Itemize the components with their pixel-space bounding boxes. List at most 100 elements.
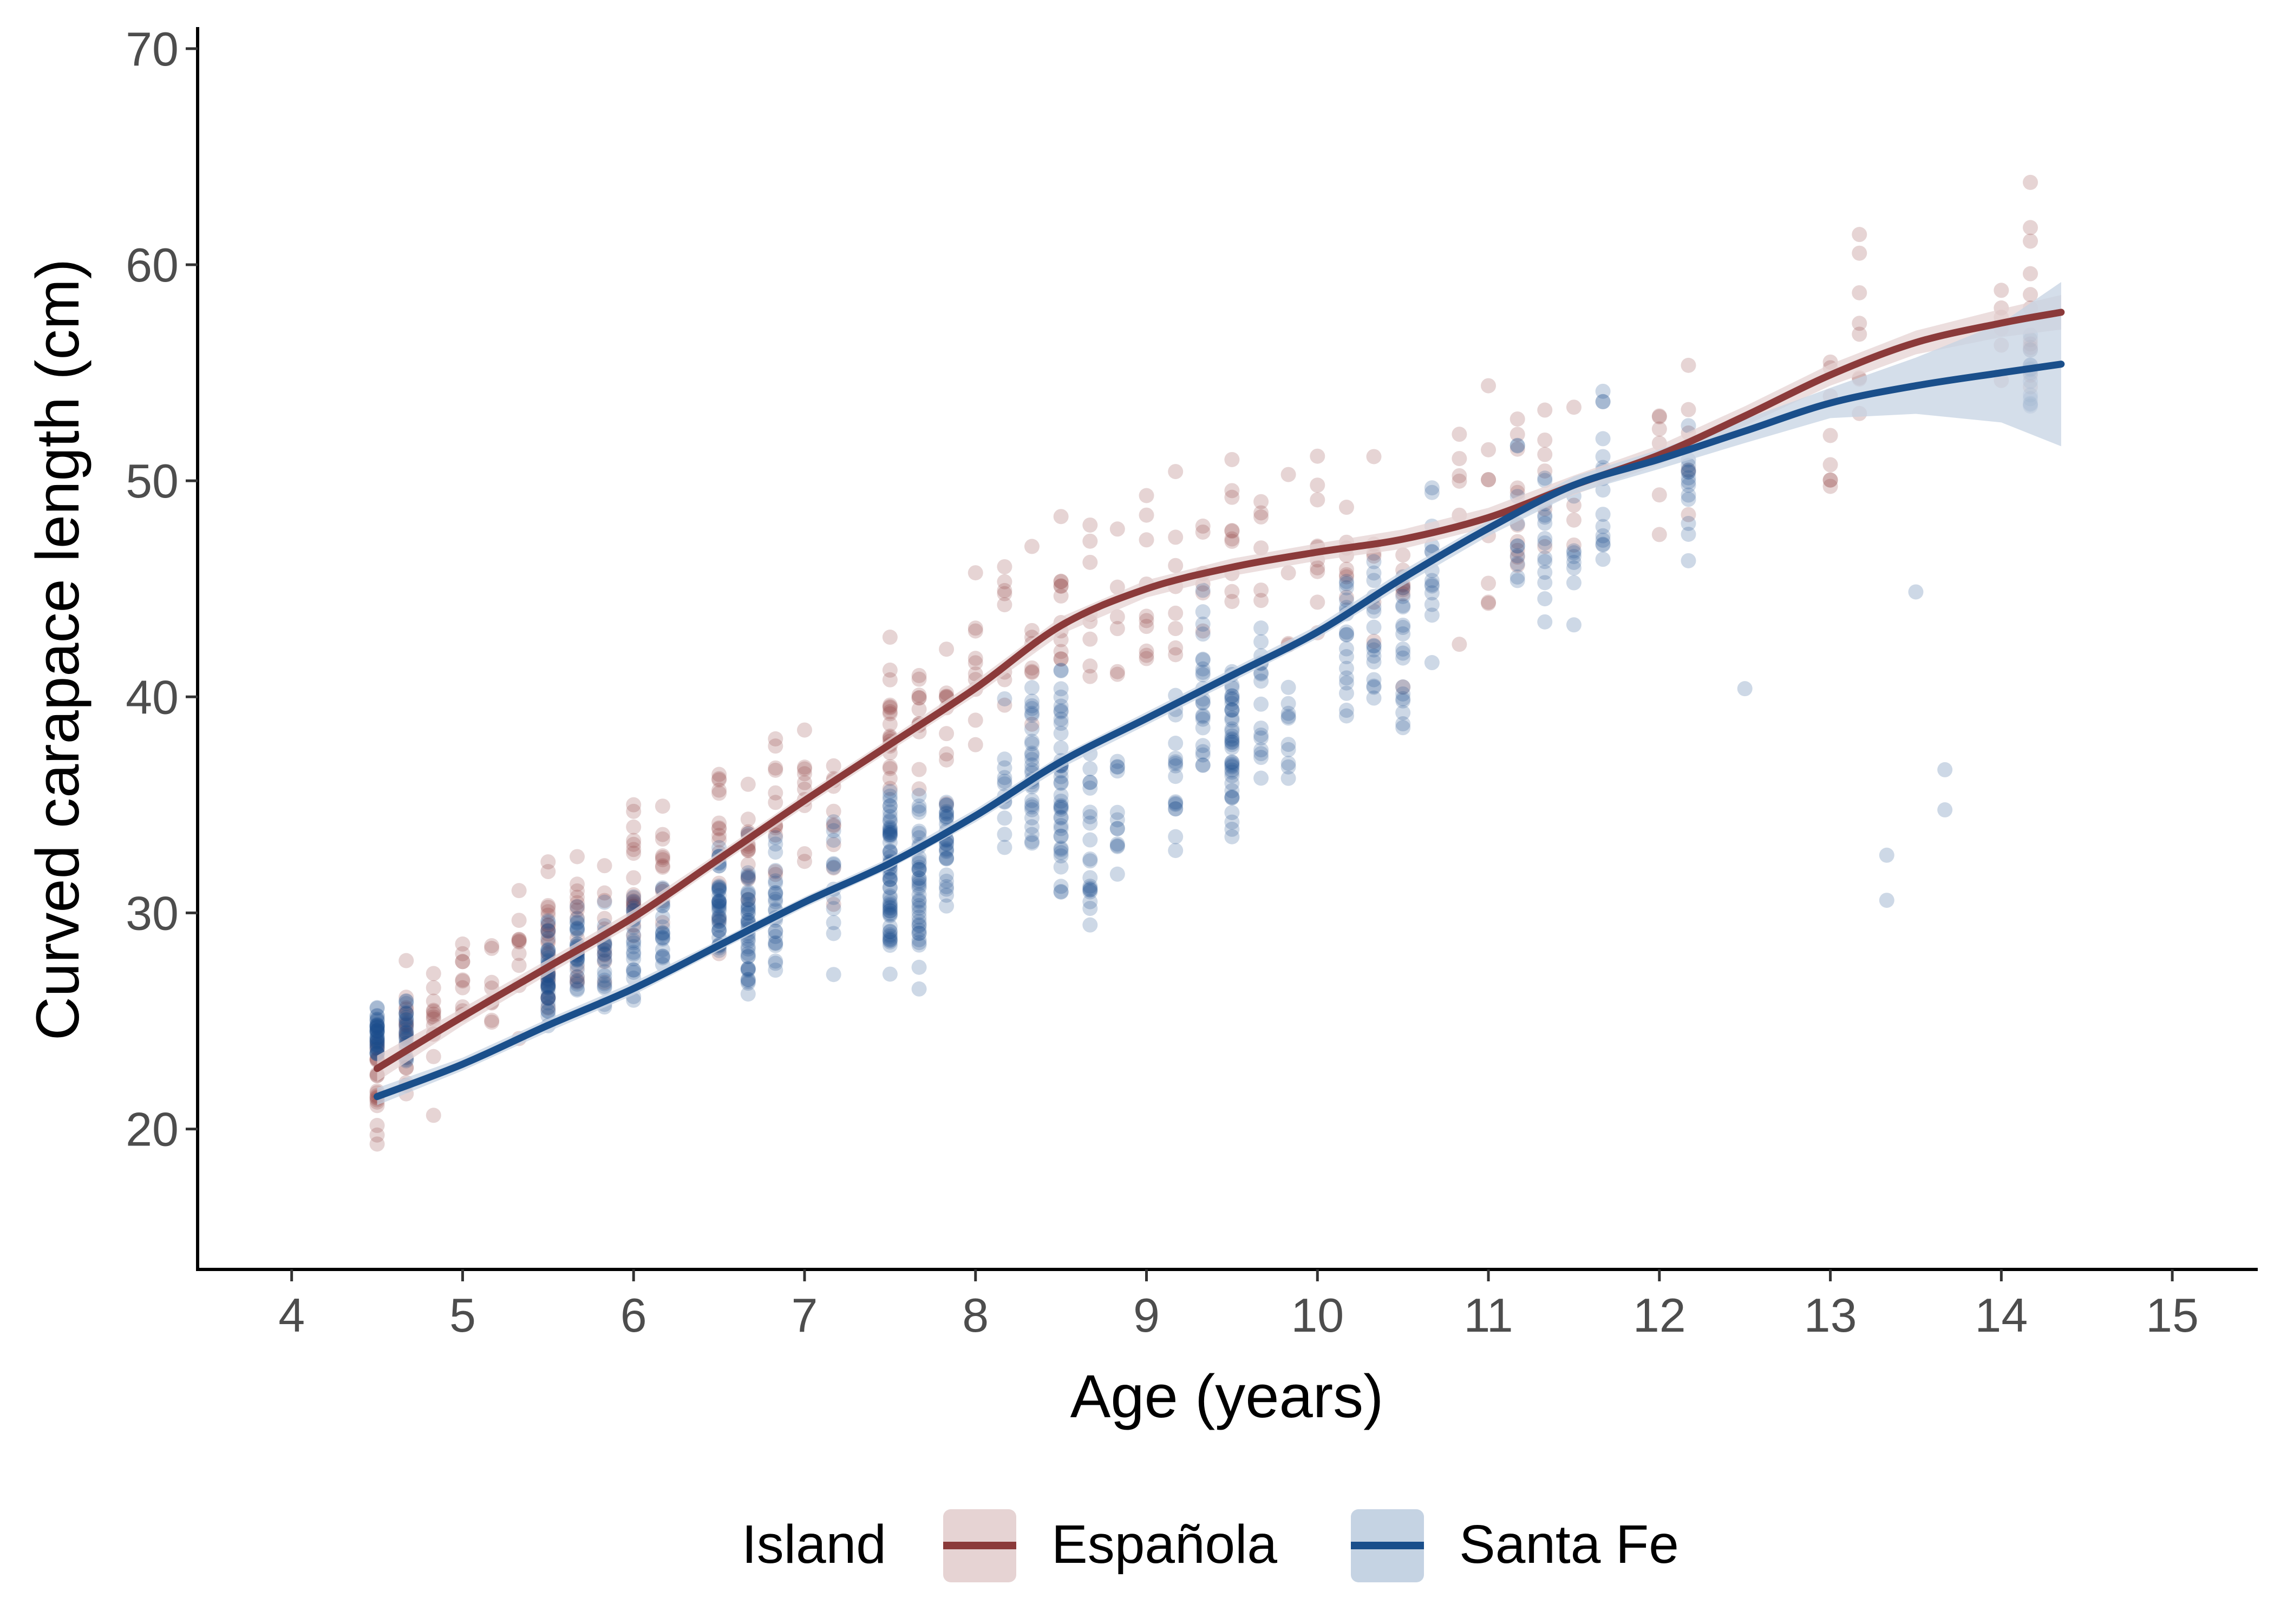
scatter-point: [939, 726, 955, 742]
scatter-point: [1338, 592, 1354, 608]
scatter-point: [1424, 573, 1440, 588]
scatter-point: [570, 910, 585, 926]
scatter-point: [655, 950, 670, 966]
scatter-point: [740, 870, 756, 886]
scatter-point: [911, 935, 927, 951]
scatter-point: [997, 751, 1012, 767]
scatter-point: [570, 982, 585, 998]
scatter-point: [1280, 756, 1296, 771]
scatter-point: [826, 803, 841, 819]
scatter-point: [398, 1010, 414, 1025]
scatter-point: [1053, 698, 1069, 714]
scatter-point: [1338, 576, 1354, 592]
scatter-point: [398, 1001, 414, 1017]
scatter-point: [997, 559, 1012, 574]
scatter-point: [540, 931, 556, 946]
scatter-point: [1109, 759, 1125, 775]
scatter-point: [1595, 449, 1611, 464]
scatter-point: [1139, 532, 1154, 548]
scatter-point: [626, 962, 642, 978]
scatter-point: [1082, 882, 1098, 898]
scatter-point: [1253, 634, 1269, 650]
scatter-point: [1253, 540, 1269, 556]
scatter-point: [426, 980, 441, 996]
scatter-point: [768, 886, 783, 902]
scatter-point: [570, 921, 585, 937]
scatter-point: [540, 913, 556, 929]
scatter-point: [1537, 447, 1553, 462]
scatter-point: [939, 881, 955, 897]
scatter-point: [369, 1026, 385, 1042]
scatter-point: [597, 858, 612, 874]
scatter-point: [626, 945, 642, 960]
scatter-point: [768, 827, 783, 843]
scatter-point: [455, 980, 471, 996]
scatter-point: [540, 926, 556, 942]
scatter-point: [768, 938, 783, 953]
scatter-point: [540, 922, 556, 938]
scatter-point: [711, 909, 727, 925]
scatter-point: [369, 1036, 385, 1052]
scatter-point: [939, 873, 955, 889]
scatter-point: [826, 857, 841, 873]
scatter-point: [882, 906, 898, 921]
scatter-point: [1053, 883, 1069, 899]
scatter-point: [540, 990, 556, 1006]
scatter-point: [768, 864, 783, 880]
scatter-point: [570, 962, 585, 978]
scatter-point: [1224, 533, 1240, 549]
scatter-point: [1024, 835, 1040, 851]
scatter-point: [597, 974, 612, 990]
scatter-point: [911, 804, 927, 820]
scatter-point: [939, 851, 955, 867]
scatter-point: [1024, 734, 1040, 749]
scatter-point: [768, 762, 783, 778]
scatter-point: [1053, 776, 1069, 791]
scatter-point: [939, 797, 955, 813]
scatter-point: [1510, 558, 1525, 573]
scatter-point: [1310, 492, 1325, 508]
scatter-point: [711, 880, 727, 895]
scatter-point: [1338, 574, 1354, 590]
scatter-point: [626, 928, 642, 944]
scatter-point: [882, 898, 898, 914]
x-tick-label: 9: [1133, 1288, 1160, 1342]
scatter-point: [1510, 549, 1525, 565]
scatter-point: [1224, 688, 1240, 704]
scatter-point: [1139, 608, 1154, 624]
scatter-point: [597, 968, 612, 984]
scatter-point: [369, 1022, 385, 1038]
scatter-point: [540, 945, 556, 961]
scatter-point: [1651, 421, 1667, 437]
scatter-point: [540, 943, 556, 959]
scatter-point: [1082, 880, 1098, 896]
scatter-point: [1424, 484, 1440, 500]
scatter-point: [1537, 515, 1553, 531]
scatter-point: [911, 905, 927, 920]
scatter-point: [369, 1040, 385, 1056]
scatter-point: [1537, 550, 1553, 566]
scatter-point: [1253, 770, 1269, 786]
legend-title: Island: [742, 1514, 886, 1575]
scatter-point: [1053, 644, 1069, 659]
scatter-point: [740, 901, 756, 917]
scatter-point: [1168, 796, 1184, 812]
scatter-point: [540, 1003, 556, 1019]
scatter-point: [1224, 789, 1240, 804]
scatter-point: [882, 824, 898, 840]
scatter-point: [968, 620, 983, 636]
scatter-point: [1024, 721, 1040, 737]
scatter-point: [711, 820, 727, 836]
scatter-point: [1651, 409, 1667, 425]
scatter-point: [1338, 708, 1354, 724]
scatter-point: [1224, 821, 1240, 837]
scatter-point: [939, 898, 955, 914]
scatter-point: [911, 690, 927, 706]
x-tick-label: 13: [1804, 1288, 1857, 1342]
scatter-point: [597, 911, 612, 926]
scatter-point: [826, 814, 841, 830]
scatter-point: [1253, 665, 1269, 680]
y-tick-label: 20: [126, 1103, 179, 1156]
smooth-line-0: [374, 309, 2065, 1072]
scatter-point: [1224, 721, 1240, 737]
